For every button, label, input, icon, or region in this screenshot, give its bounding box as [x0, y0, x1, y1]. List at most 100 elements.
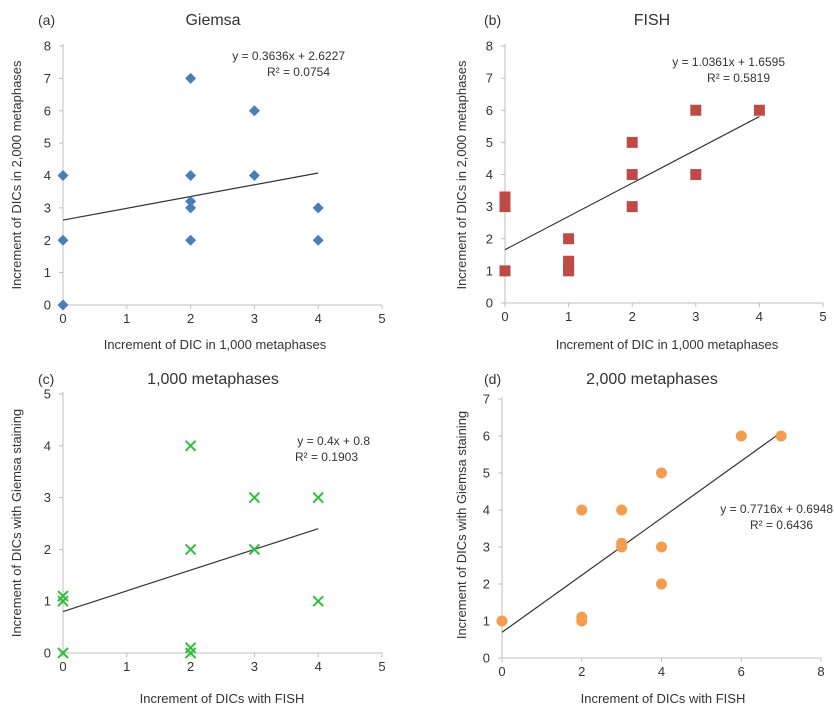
x-axis-label: Increment of DICs with FISH: [581, 691, 746, 706]
data-point: [775, 430, 787, 442]
x-tick-label: 2: [187, 311, 194, 326]
data-point: [563, 265, 575, 277]
panel-id: (b): [484, 12, 501, 28]
data-point: [312, 234, 324, 246]
chart-title: 1,000 metaphases: [147, 371, 279, 388]
data-point: [185, 234, 197, 246]
data-point: [616, 504, 628, 516]
panel-id: (d): [484, 371, 501, 387]
y-tick-label: 3: [44, 490, 51, 505]
data-point: [563, 255, 575, 267]
y-tick-label: 2: [486, 231, 493, 246]
data-point: [248, 105, 260, 117]
y-tick-label: 0: [44, 646, 51, 661]
y-tick-label: 6: [44, 103, 51, 118]
y-tick-label: 4: [44, 438, 51, 453]
x-axis-label: Increment of DIC in 1,000 metaphases: [104, 337, 327, 352]
r-squared: R² = 0.1903: [295, 450, 358, 464]
data-point: [576, 504, 588, 516]
x-tick-label: 3: [251, 311, 258, 326]
x-tick-label: 4: [315, 659, 322, 674]
y-tick-label: 5: [44, 136, 51, 151]
y-tick-label: 2: [483, 577, 490, 592]
x-tick-label: 8: [817, 664, 824, 679]
data-point: [735, 430, 747, 442]
y-tick-label: 3: [486, 199, 493, 214]
y-tick-label: 4: [486, 167, 493, 182]
x-axis-label: Increment of DICs with FISH: [140, 691, 305, 706]
x-tick-label: 4: [658, 664, 665, 679]
y-tick-label: 7: [483, 392, 490, 407]
y-tick-label: 1: [483, 614, 490, 629]
y-tick-label: 3: [44, 200, 51, 215]
x-tick-label: 5: [378, 311, 385, 326]
data-point: [184, 642, 197, 654]
data-point: [312, 491, 324, 504]
y-tick-label: 6: [486, 103, 493, 118]
r-squared: R² = 0.6436: [750, 518, 813, 532]
x-tick-label: 2: [629, 309, 636, 324]
y-tick-label: 0: [44, 298, 51, 313]
x-tick-label: 3: [692, 309, 699, 324]
data-point: [499, 191, 511, 203]
chart-title: 2,000 metaphases: [586, 371, 718, 388]
x-tick-label: 0: [59, 311, 66, 326]
data-point: [576, 615, 588, 627]
data-point: [57, 299, 69, 311]
y-tick-label: 8: [44, 39, 51, 54]
y-tick-label: 7: [44, 71, 51, 86]
data-point: [499, 265, 511, 277]
chart-panel-d: (d) 2,000 metaphases Increment of DICs w…: [454, 371, 833, 706]
data-point: [690, 169, 702, 180]
data-point: [184, 543, 197, 556]
data-point: [656, 541, 667, 553]
x-tick-label: 2: [578, 664, 585, 679]
data-point: [248, 543, 261, 556]
r-squared: R² = 0.0754: [267, 65, 330, 79]
x-tick-label: 1: [565, 309, 572, 324]
y-axis-label: Increment of DICs with Giemsa staining: [454, 411, 469, 639]
data-point: [248, 170, 260, 181]
y-tick-label: 1: [44, 594, 51, 609]
trendline: [62, 528, 319, 613]
trendline-equation: y = 0.3636x + 2.6227: [232, 49, 345, 63]
y-tick-label: 2: [44, 542, 51, 557]
y-tick-label: 5: [486, 135, 493, 150]
chart-title: FISH: [634, 12, 670, 29]
y-tick-label: 2: [44, 233, 51, 248]
trendline: [504, 116, 760, 251]
trendline: [501, 431, 782, 633]
trendline-equation: y = 0.4x + 0.8: [297, 434, 370, 448]
trendline-equation: y = 1.0361x + 1.6595: [672, 55, 785, 69]
y-tick-label: 5: [44, 387, 51, 402]
x-tick-label: 1: [123, 311, 130, 326]
data-point: [184, 647, 197, 659]
y-axis-label: Increment of DICs in 2,000 metaphases: [454, 60, 469, 290]
y-axis-label: Increment of DICs with Giemsa staining: [9, 409, 24, 637]
data-point: [57, 595, 69, 607]
panel-id: (a): [38, 12, 55, 28]
y-tick-label: 7: [486, 71, 493, 86]
data-point: [499, 201, 511, 213]
data-point: [57, 234, 69, 246]
data-point: [185, 202, 197, 214]
data-point: [656, 578, 667, 590]
chart-title: Giemsa: [185, 12, 240, 29]
chart-panel-b: (b) FISH Increment of DIC in 1,000 metap…: [454, 12, 827, 352]
chart-panel-c: (c) 1,000 metaphases Increment of DICs w…: [9, 371, 386, 706]
data-point: [185, 170, 197, 181]
data-point: [312, 202, 324, 214]
y-tick-label: 1: [486, 263, 493, 278]
y-tick-label: 1: [44, 265, 51, 280]
x-tick-label: 2: [187, 659, 194, 674]
data-point: [626, 169, 638, 180]
panel-id: (c): [38, 371, 54, 387]
data-point: [563, 233, 575, 245]
y-tick-label: 0: [486, 296, 493, 311]
data-point: [185, 195, 197, 207]
chart-panel-a: (a) Giemsa Increment of DIC in 1,000 met…: [9, 12, 386, 352]
data-point: [312, 595, 324, 607]
r-squared: R² = 0.5819: [707, 71, 770, 85]
data-point: [496, 615, 508, 627]
